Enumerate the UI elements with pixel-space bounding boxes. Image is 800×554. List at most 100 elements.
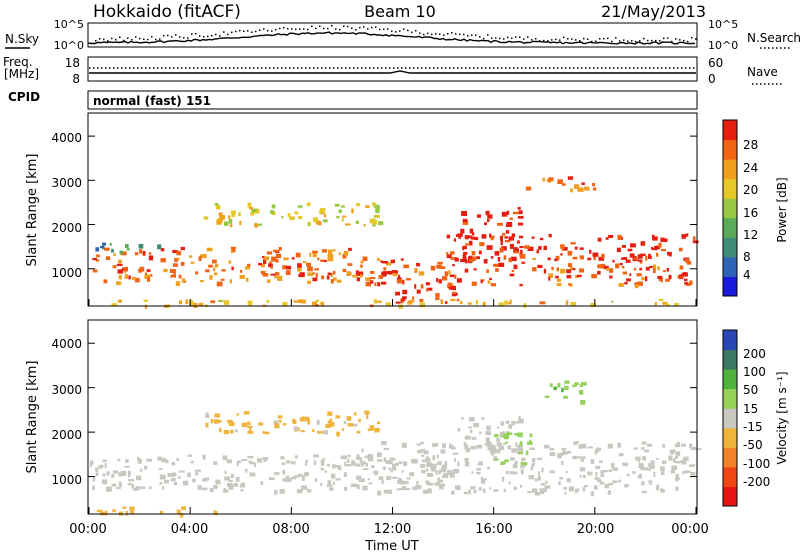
power-cell — [142, 251, 146, 256]
power-cell — [447, 284, 454, 289]
power-cell — [692, 236, 696, 241]
noise-search-dot — [511, 37, 513, 39]
velocity-cell — [690, 446, 697, 451]
power-cell — [506, 210, 510, 215]
power-cell — [382, 261, 388, 264]
nave-right-tick-bottom: 0 — [708, 72, 716, 86]
power-cell — [231, 266, 234, 271]
noise-search-dot — [487, 34, 489, 36]
velocity-cell — [286, 460, 290, 464]
power-cell — [238, 212, 241, 216]
velocity-cell — [425, 480, 430, 483]
velocity-colorbar-segments — [723, 330, 737, 507]
velocity-cell — [158, 468, 163, 471]
velocity-cell — [286, 477, 292, 483]
power-cell — [334, 203, 340, 207]
power-cell — [489, 233, 492, 238]
velocity-cell — [436, 454, 439, 459]
power-cell — [270, 210, 274, 214]
power-cell — [341, 205, 345, 208]
noise-search-dot — [671, 40, 673, 43]
power-cell — [283, 257, 289, 261]
power-cell — [412, 296, 415, 300]
velocity-cell — [239, 484, 245, 488]
power-cell — [450, 298, 456, 302]
noise-search-dot — [123, 39, 125, 42]
velocity-cell — [406, 477, 411, 480]
velocity-cell — [245, 468, 248, 473]
power-cell — [574, 246, 578, 250]
velocity-cell — [497, 426, 500, 429]
noise-search-dot — [395, 31, 397, 33]
noise-search-dot — [359, 26, 361, 29]
velocity-cell — [633, 447, 638, 450]
velocity-cell — [171, 472, 177, 477]
power-cell — [365, 205, 370, 208]
velocity-cell — [377, 490, 382, 496]
noise-search-dot — [695, 38, 697, 40]
power-cell — [564, 247, 568, 251]
velocity-cell — [326, 484, 333, 487]
velocity-cell — [532, 458, 536, 463]
velocity-cell — [604, 483, 609, 489]
power-cell — [380, 260, 383, 263]
power-cell — [298, 215, 303, 220]
power-cell — [301, 299, 306, 304]
power-cell — [487, 280, 491, 284]
power-cell — [508, 236, 514, 241]
velocity-cell — [482, 488, 486, 494]
velocity-colorbar-segment — [723, 466, 737, 487]
power-cell — [501, 246, 507, 251]
velocity-cell — [162, 486, 165, 490]
power-cell — [579, 268, 585, 273]
velocity-cell — [536, 457, 543, 460]
velocity-cell — [485, 437, 490, 443]
power-cell — [249, 206, 254, 210]
power-cell — [438, 279, 442, 284]
velocity-cell — [538, 471, 540, 476]
velocity-cell — [260, 480, 264, 486]
power-cell — [567, 263, 573, 268]
power-cell — [520, 249, 523, 254]
power-cell — [392, 273, 398, 277]
velocity-cell — [520, 461, 523, 466]
power-cbar-label: Power [dB] — [775, 177, 789, 242]
velocity-cell — [282, 478, 288, 482]
power-cell — [128, 275, 131, 280]
velocity-cell — [159, 482, 163, 485]
power-cell — [118, 274, 122, 280]
power-cell — [542, 177, 545, 182]
velocity-cell — [647, 480, 653, 483]
noise-search-dot — [99, 38, 101, 40]
power-cell — [504, 240, 511, 243]
velocity-cell — [511, 421, 516, 426]
power-cell — [374, 282, 377, 286]
noise-search-dot — [439, 33, 441, 35]
power-cell — [657, 266, 660, 271]
power-cell — [240, 270, 243, 273]
velocity-cell — [512, 464, 518, 469]
velocity-cell — [471, 471, 474, 474]
noise-search-dot — [411, 31, 413, 34]
power-cell — [333, 277, 337, 281]
power-cell — [277, 275, 283, 281]
noise-search-dot — [135, 36, 137, 38]
velocity-cell — [529, 433, 533, 438]
velocity-cell — [280, 456, 285, 460]
power-cell — [567, 176, 573, 180]
noise-search-dot — [455, 33, 457, 35]
power-cell — [501, 211, 508, 217]
noise-search-dot — [183, 37, 185, 39]
power-cell — [100, 246, 104, 249]
velocity-cell — [648, 468, 651, 472]
noise-search-dot — [419, 32, 421, 34]
power-cell — [198, 256, 202, 261]
velocity-cell — [544, 395, 550, 398]
power-colorbar-segment — [723, 198, 737, 219]
velocity-cell — [95, 472, 99, 476]
power-cell — [468, 255, 472, 260]
velocity-cell — [227, 482, 233, 487]
velocity-cell — [300, 430, 305, 433]
velocity-cell — [92, 477, 96, 482]
velocity-cell — [553, 386, 557, 390]
